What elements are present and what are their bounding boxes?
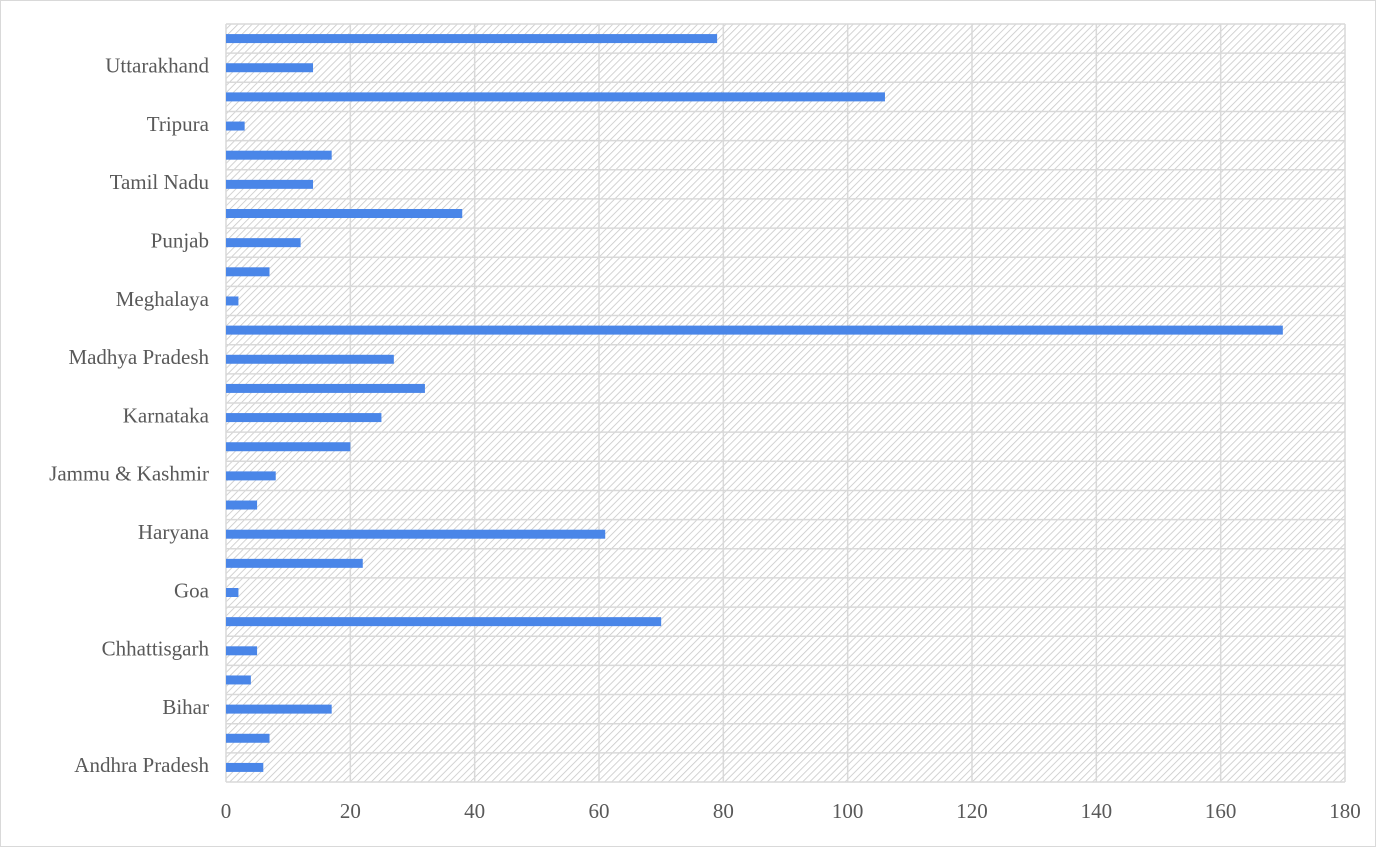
bar	[226, 296, 239, 306]
bar	[226, 209, 463, 218]
bar	[226, 529, 606, 539]
bar	[226, 500, 258, 510]
x-tick-label: 40	[464, 799, 485, 823]
bar	[226, 646, 258, 656]
bar	[226, 762, 264, 772]
y-tick-label: Haryana	[138, 520, 210, 544]
y-tick-label: Punjab	[151, 228, 209, 252]
x-tick-label: 120	[956, 799, 988, 823]
y-tick-label: Uttarakhand	[105, 54, 209, 78]
x-tick-label: 180	[1329, 799, 1361, 823]
bar	[226, 354, 394, 364]
x-tick-label: 160	[1205, 799, 1237, 823]
bar	[226, 471, 276, 481]
y-tick-label: Chhattisgarh	[102, 637, 210, 661]
y-tick-label: Andhra Pradesh	[74, 753, 209, 777]
y-tick-label: Tamil Nadu	[110, 170, 210, 194]
bar	[226, 150, 332, 160]
x-tick-label: 0	[221, 799, 232, 823]
x-tick-label: 100	[832, 799, 864, 823]
x-tick-label: 140	[1081, 799, 1113, 823]
y-tick-label: Madhya Pradesh	[68, 345, 209, 369]
bar	[226, 442, 351, 452]
y-tick-label: Meghalaya	[116, 287, 210, 311]
bar	[226, 383, 425, 393]
y-tick-label: Tripura	[147, 112, 210, 136]
bar	[226, 238, 301, 248]
y-tick-label: Jammu & Kashmir	[49, 462, 209, 486]
bar	[226, 558, 363, 568]
bar	[226, 675, 251, 685]
bar	[226, 413, 382, 423]
y-tick-label: Karnataka	[123, 403, 210, 427]
bar	[226, 325, 1283, 335]
bar	[226, 179, 314, 189]
bar	[226, 121, 245, 131]
y-tick-label: Goa	[174, 578, 210, 602]
bar	[226, 588, 239, 597]
bar	[226, 63, 314, 73]
bar	[226, 733, 270, 743]
bar	[226, 92, 885, 102]
y-tick-label: Bihar	[162, 695, 209, 719]
x-tick-label: 60	[589, 799, 610, 823]
bar	[226, 267, 270, 277]
bar	[226, 704, 332, 714]
x-tick-label: 80	[713, 799, 734, 823]
bar	[226, 617, 662, 627]
bar	[226, 34, 718, 44]
x-tick-label: 20	[340, 799, 361, 823]
